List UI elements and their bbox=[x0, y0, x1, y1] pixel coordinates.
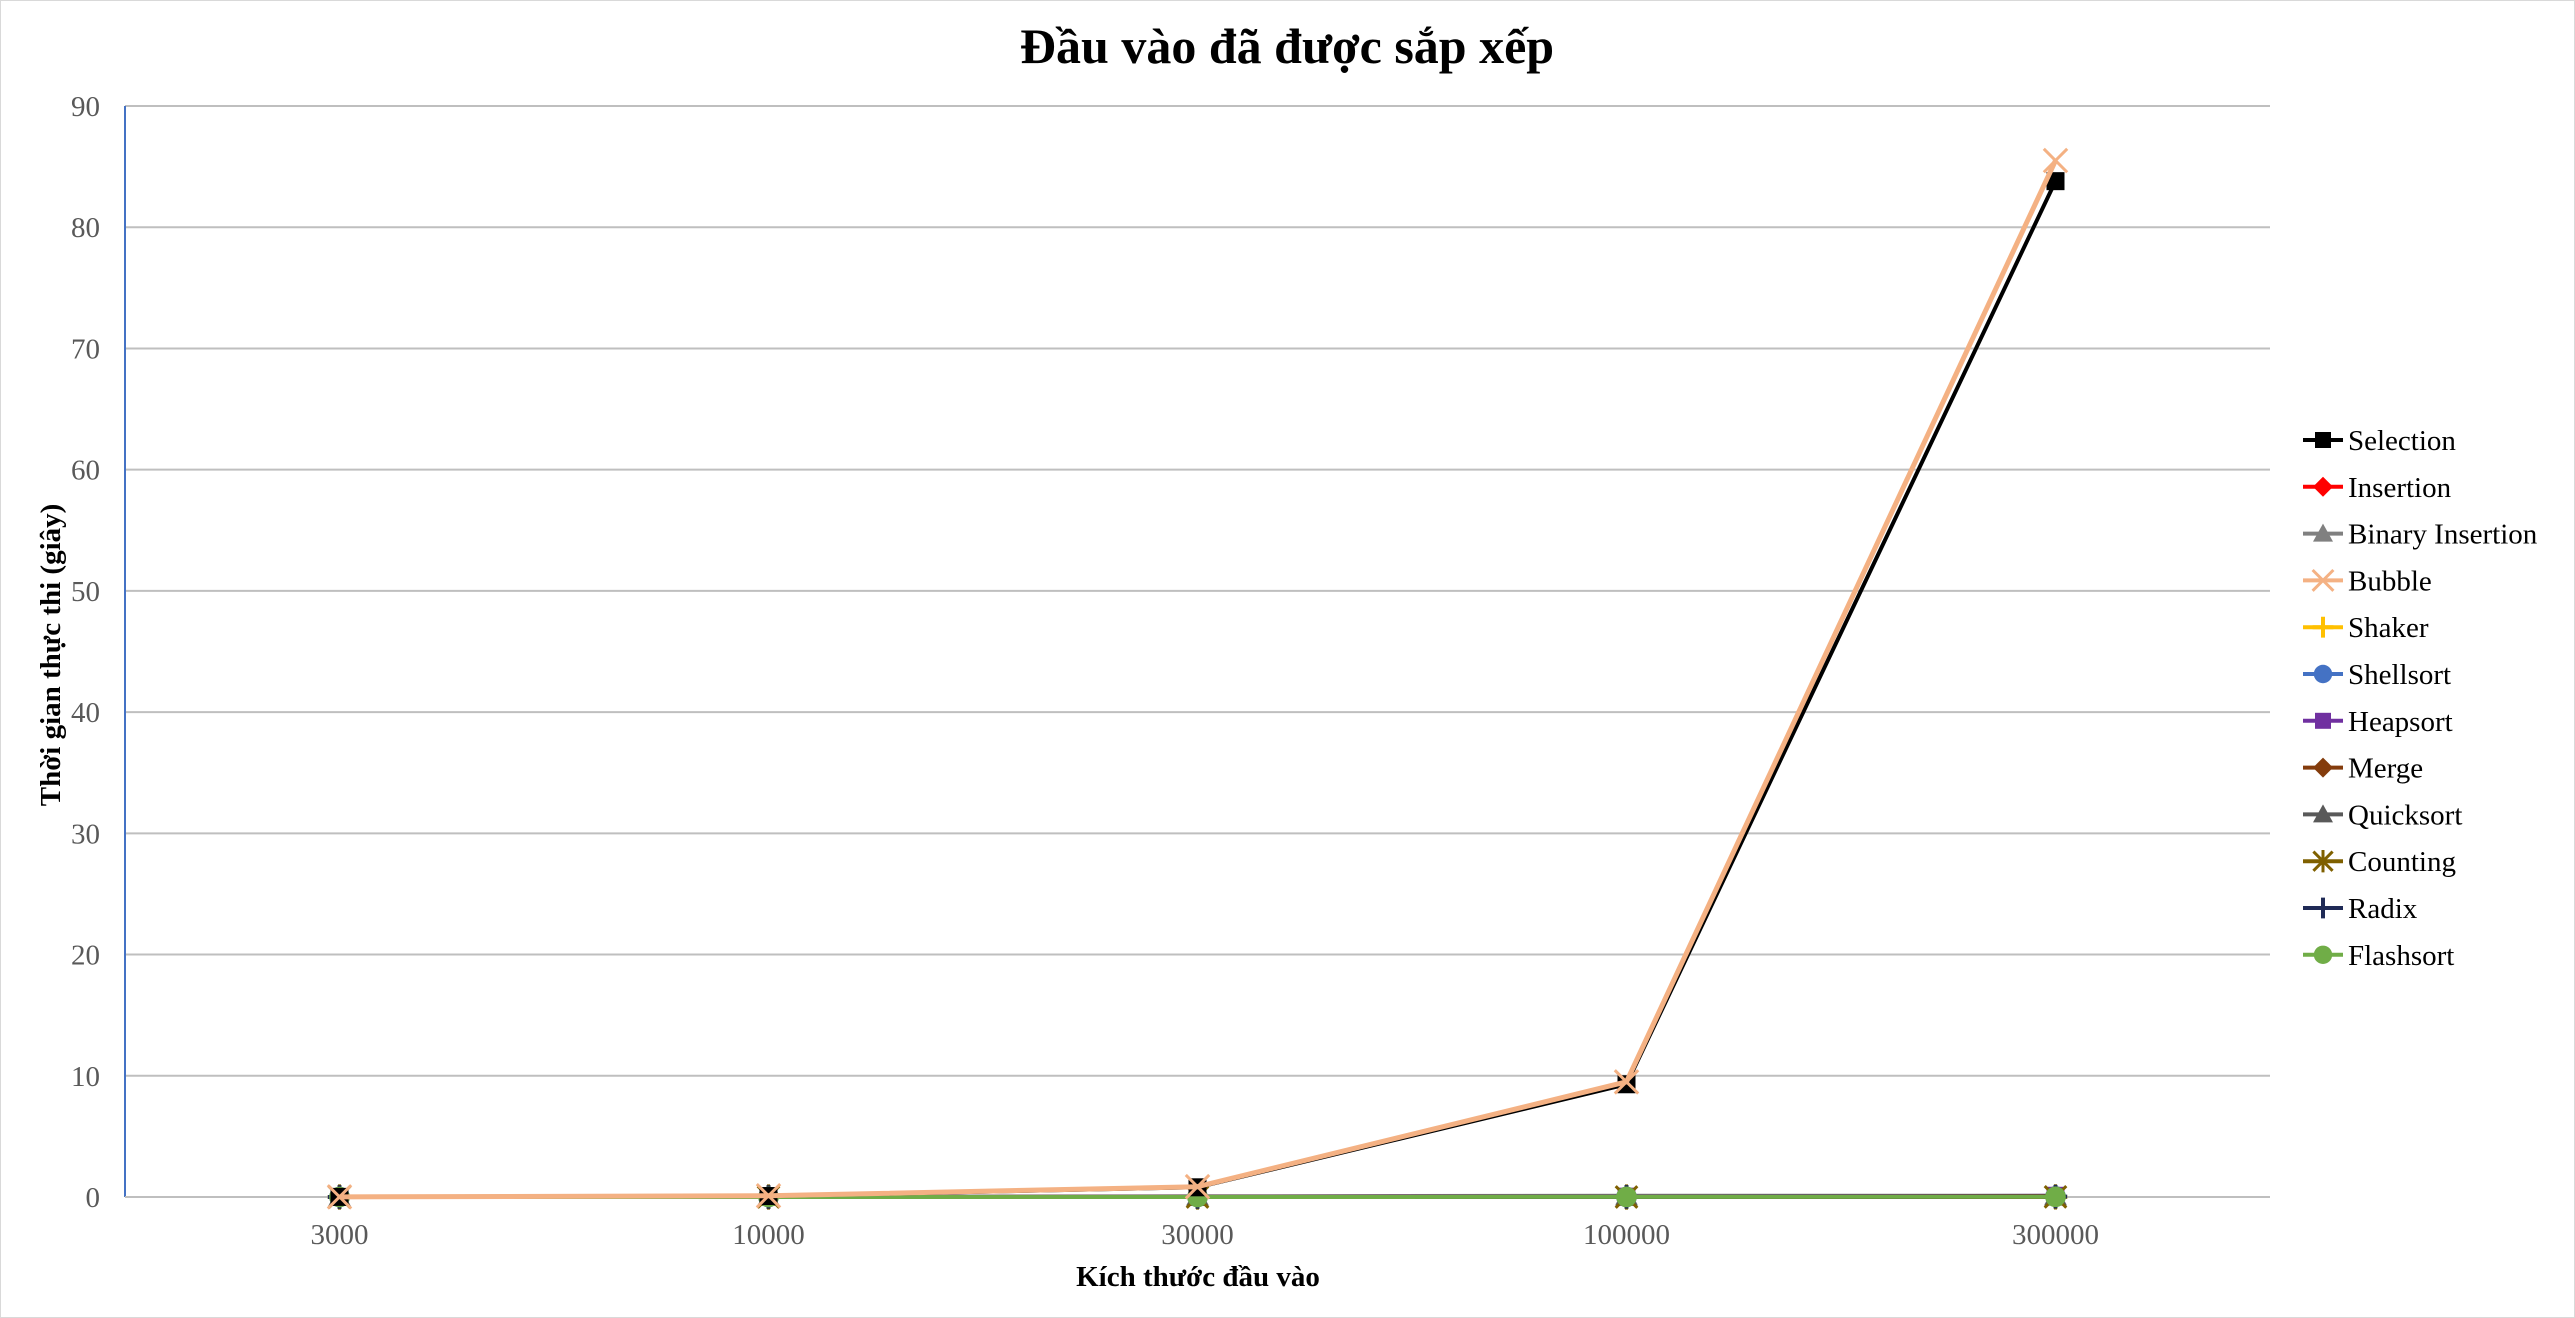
y-tick-label: 10 bbox=[71, 1061, 100, 1093]
data-point-selection bbox=[2046, 172, 2065, 191]
y-tick-label: 20 bbox=[71, 940, 100, 972]
series-selection bbox=[330, 172, 2065, 1206]
legend-marker bbox=[2312, 897, 2334, 919]
series-line-bubble bbox=[339, 159, 2058, 1200]
axes bbox=[124, 106, 2270, 1198]
legend-item-bubble: Bubble bbox=[2303, 565, 2432, 597]
legend-label: Binary Insertion bbox=[2348, 519, 2538, 551]
y-tick-label: 60 bbox=[71, 455, 100, 487]
legend-label: Heapsort bbox=[2348, 706, 2453, 738]
legend-label: Shellsort bbox=[2348, 659, 2451, 691]
series-bubble bbox=[326, 147, 2069, 1210]
legend-label: Radix bbox=[2348, 893, 2418, 925]
data-point-bubble bbox=[1613, 1069, 1640, 1095]
legend-label: Insertion bbox=[2348, 472, 2452, 504]
legend-label: Flashsort bbox=[2348, 940, 2454, 972]
legend-marker bbox=[2315, 712, 2331, 729]
legend-marker bbox=[2313, 664, 2333, 684]
gridlines bbox=[125, 105, 2270, 1077]
y-tick-label: 30 bbox=[71, 818, 100, 850]
legend-label: Selection bbox=[2348, 425, 2456, 457]
legend-item-insertion: Insertion bbox=[2303, 472, 2452, 504]
legend-marker bbox=[2313, 476, 2333, 497]
legend-label: Bubble bbox=[2348, 565, 2432, 597]
legend-item-quicksort: Quicksort bbox=[2303, 799, 2462, 831]
series-line-selection bbox=[339, 180, 2058, 1199]
legend-marker bbox=[2313, 945, 2333, 964]
legend-label: Merge bbox=[2348, 753, 2423, 785]
legend-marker bbox=[2311, 568, 2335, 592]
legend-marker bbox=[2313, 804, 2333, 823]
legend-item-selection: Selection bbox=[2303, 425, 2456, 457]
y-axis-title: Thời gian thực thi (giây) bbox=[35, 504, 67, 807]
y-tick-label: 80 bbox=[71, 212, 100, 244]
legend-marker bbox=[2313, 523, 2333, 542]
legend-label: Shaker bbox=[2348, 612, 2429, 644]
legend-item-shellsort: Shellsort bbox=[2303, 659, 2451, 691]
legend-label: Quicksort bbox=[2348, 799, 2462, 831]
data-point-flashsort bbox=[1616, 1186, 1637, 1208]
legend-item-counting: Counting bbox=[2303, 846, 2456, 878]
data-point-bubble bbox=[1184, 1173, 1211, 1200]
y-axis-ticks: 0 10 20 30 40 50 60 70 80 90 bbox=[71, 91, 100, 1214]
y-tick-label: 40 bbox=[71, 697, 100, 729]
legend-item-shaker: Shaker bbox=[2303, 612, 2429, 644]
legend-marker bbox=[2312, 616, 2334, 638]
x-tick-label: 100000 bbox=[1583, 1219, 1670, 1251]
legend-item-merge: Merge bbox=[2303, 753, 2423, 785]
legend-marker bbox=[2313, 757, 2333, 778]
x-axis-title: Kích thước đầu vào bbox=[1076, 1261, 1320, 1293]
legend-item-binary-insertion: Binary Insertion bbox=[2303, 519, 2538, 551]
legend: Selection Insertion Binary Insertion Bubble… bbox=[2303, 425, 2538, 972]
legend-label: Counting bbox=[2348, 846, 2456, 878]
x-tick-label: 10000 bbox=[732, 1219, 805, 1251]
legend-item-radix: Radix bbox=[2303, 893, 2418, 925]
x-tick-label: 3000 bbox=[311, 1219, 369, 1251]
x-tick-label: 300000 bbox=[2012, 1219, 2099, 1251]
plot-series bbox=[326, 147, 2069, 1210]
legend-item-flashsort: Flashsort bbox=[2303, 940, 2454, 972]
x-axis-ticks: 3000 10000 30000 100000 300000 bbox=[311, 1219, 2100, 1251]
y-tick-label: 0 bbox=[86, 1182, 101, 1214]
y-tick-label: 70 bbox=[71, 333, 100, 365]
legend-item-heapsort: Heapsort bbox=[2303, 706, 2453, 738]
legend-marker bbox=[2312, 850, 2334, 873]
x-tick-label: 30000 bbox=[1161, 1219, 1234, 1251]
data-point-bubble bbox=[2042, 147, 2069, 174]
y-tick-label: 50 bbox=[71, 576, 100, 608]
y-tick-label: 90 bbox=[71, 91, 100, 123]
legend-marker bbox=[2315, 432, 2331, 448]
data-point-bubble bbox=[755, 1183, 782, 1209]
data-point-bubble bbox=[326, 1184, 353, 1210]
chart-title: Đầu vào đã được sắp xếp bbox=[1020, 18, 1554, 74]
data-point-flashsort bbox=[2045, 1186, 2066, 1208]
